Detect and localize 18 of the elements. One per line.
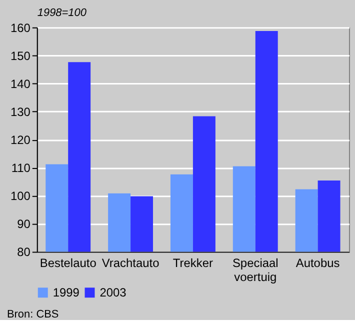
legend-label: 1999: [52, 286, 80, 300]
y-tick-label: 160: [10, 20, 31, 35]
x-tick-label: Trekker: [172, 256, 214, 270]
y-axis-title: 1998=100: [37, 6, 86, 19]
text: Bron: CBS: [6, 308, 59, 321]
x-tick-label: Bestelauto: [40, 256, 97, 270]
y-tick-label: 140: [10, 76, 31, 91]
x-tick-label: Vrachtauto: [102, 256, 160, 270]
legend-label: 2003: [100, 286, 127, 300]
x-tick-label: Autobus: [296, 256, 340, 270]
x-tick-label: Speciaal voertuig: [232, 256, 278, 284]
y-tick-label: 90: [17, 217, 31, 232]
y-tick-label: 110: [11, 161, 31, 176]
y-tick-label: 120: [10, 133, 31, 148]
y-tick-label: 80: [17, 245, 31, 260]
y-tick-label: 100: [10, 189, 31, 204]
y-tick-label: 130: [10, 105, 31, 119]
y-tick-label: 150: [10, 48, 31, 63]
